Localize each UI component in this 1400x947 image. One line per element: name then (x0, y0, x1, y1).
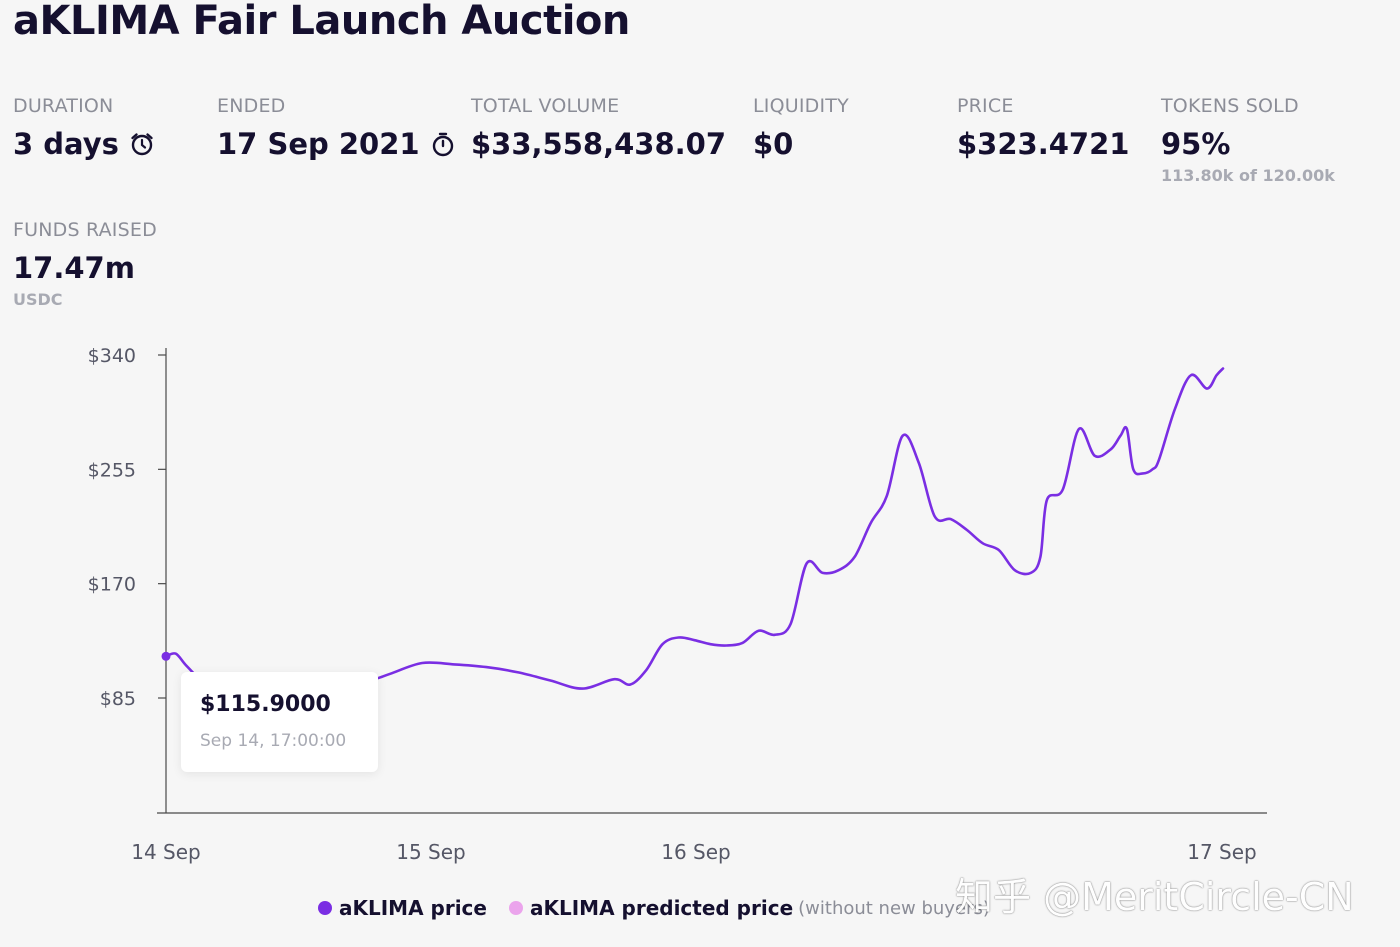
y-tick-label: $85 (100, 688, 136, 710)
legend-item-predicted[interactable]: aKLIMA predicted price (without new buye… (508, 896, 990, 920)
x-tick-label: 17 Sep (1187, 840, 1257, 864)
stat-value: 95% (1161, 127, 1231, 161)
x-tick-label: 14 Sep (131, 840, 201, 864)
stat-value: $323.4721 (957, 127, 1130, 161)
y-tick-label: $340 (88, 345, 136, 367)
stat-label: TOKENS SOLD (1161, 95, 1299, 117)
stat-label: DURATION (13, 95, 114, 117)
y-tick-label: $255 (88, 459, 136, 481)
chart-legend: aKLIMA price aKLIMA predicted price (wit… (318, 896, 1012, 920)
stat-label: ENDED (217, 95, 286, 117)
page-title: aKLIMA Fair Launch Auction (13, 0, 630, 44)
legend-dot-predicted (508, 901, 523, 915)
alarm-clock-icon (131, 133, 153, 156)
stat-liquidity: LIQUIDITY $0 (753, 94, 849, 162)
stat-label: LIQUIDITY (753, 95, 849, 117)
tooltip-date: Sep 14, 17:00:00 (200, 731, 347, 751)
stat-label: PRICE (957, 95, 1014, 117)
duration-value: 3 days (13, 127, 119, 161)
stat-funds-raised: FUNDS RAISED 17.47m USDC (13, 218, 157, 309)
stat-value: $0 (753, 127, 794, 161)
tooltip-price: $115.9000 (200, 692, 331, 717)
x-tick-label: 15 Sep (396, 840, 466, 864)
legend-note: (without new buyers) (798, 897, 990, 919)
y-tick-label: $170 (88, 574, 136, 596)
ended-value: 17 Sep 2021 (217, 127, 420, 161)
stat-ended: ENDED 17 Sep 2021 (217, 94, 456, 162)
watermark: 知乎 @MeritCircle-CN (955, 875, 1354, 919)
stat-label: TOTAL VOLUME (471, 95, 620, 117)
stat-value: 17 Sep 2021 (217, 126, 456, 162)
stat-label: FUNDS RAISED (13, 219, 157, 241)
legend-label: aKLIMA predicted price (529, 896, 794, 920)
hover-point[interactable] (161, 651, 171, 661)
stat-total-volume: TOTAL VOLUME $33,558,438.07 (471, 94, 726, 162)
legend-dot-price (318, 901, 332, 915)
stat-duration: DURATION 3 days (13, 94, 155, 162)
legend-item-price[interactable]: aKLIMA price (318, 896, 487, 920)
stat-tokens-sold: TOKENS SOLD 95% 113.80k of 120.00k (1161, 94, 1335, 185)
stopwatch-icon (432, 132, 453, 157)
legend-label: aKLIMA price (339, 896, 487, 920)
stat-value: 3 days (13, 126, 155, 162)
stat-value: 17.47m (13, 251, 135, 285)
stat-sub: USDC (13, 290, 63, 309)
price-tooltip: $115.9000 Sep 14, 17:00:00 (181, 672, 378, 772)
price-series-line[interactable] (164, 367, 1225, 704)
stat-sub: 113.80k of 120.00k (1161, 166, 1335, 185)
stat-price: PRICE $323.4721 (957, 94, 1129, 162)
stat-value: $33,558,438.07 (471, 127, 727, 161)
x-tick-label: 16 Sep (661, 840, 731, 864)
